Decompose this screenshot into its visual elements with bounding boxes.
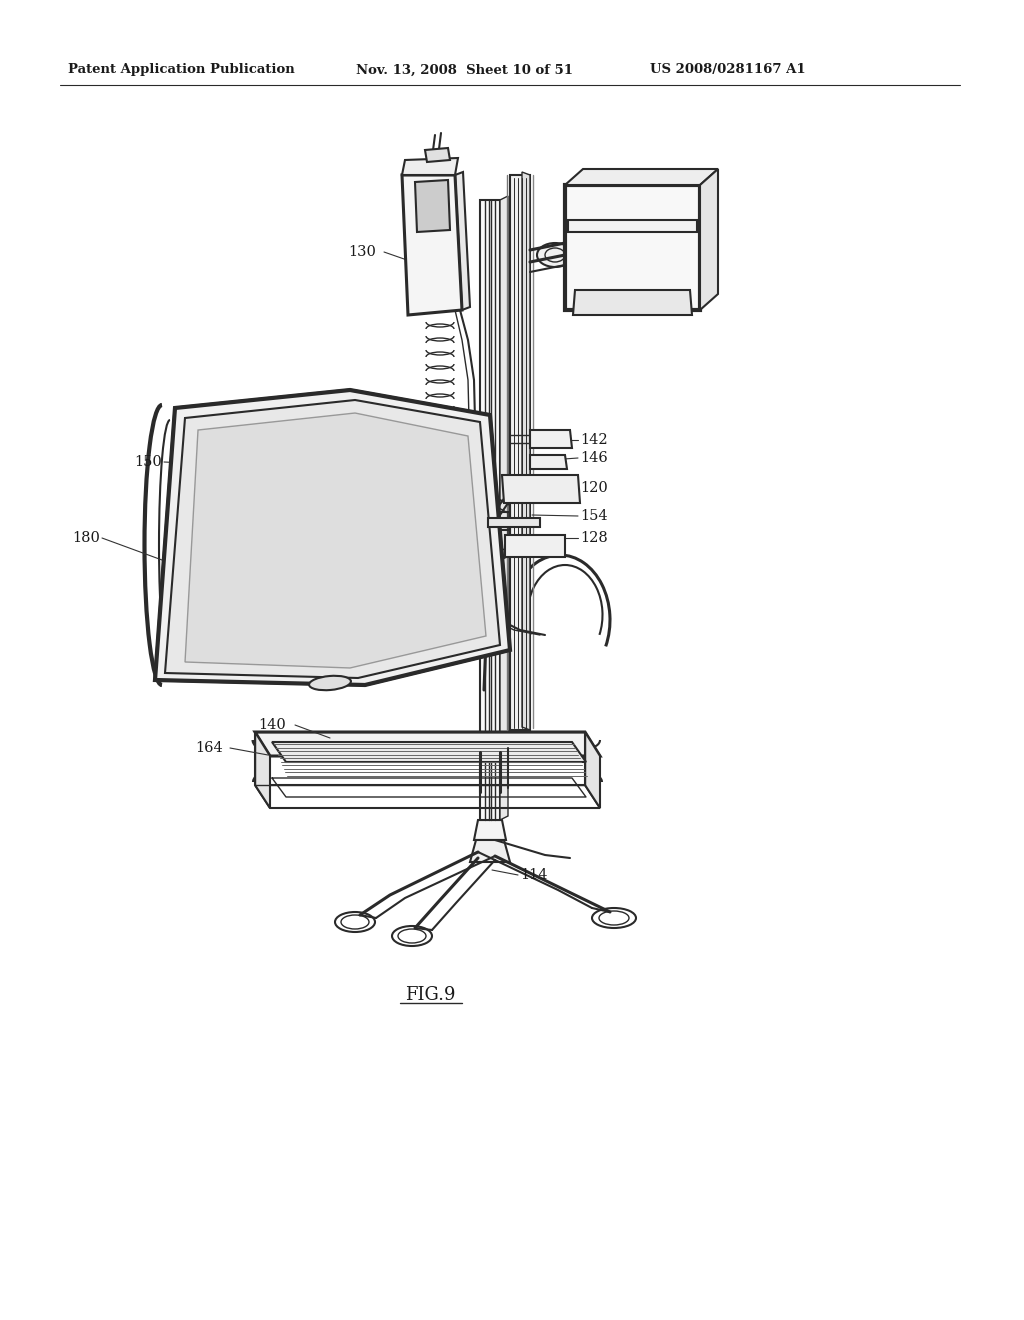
Polygon shape: [530, 455, 567, 469]
Polygon shape: [502, 475, 580, 503]
Polygon shape: [470, 840, 510, 862]
Polygon shape: [165, 400, 500, 678]
Ellipse shape: [537, 243, 573, 267]
Text: 142: 142: [580, 433, 607, 447]
Ellipse shape: [545, 436, 555, 444]
Text: Nov. 13, 2008  Sheet 10 of 51: Nov. 13, 2008 Sheet 10 of 51: [356, 63, 573, 77]
Polygon shape: [402, 176, 462, 315]
Ellipse shape: [309, 676, 351, 690]
Text: FIG.9: FIG.9: [404, 986, 456, 1005]
Ellipse shape: [684, 209, 692, 215]
Text: 120: 120: [580, 480, 608, 495]
Ellipse shape: [429, 242, 439, 249]
Ellipse shape: [699, 222, 711, 232]
Text: 140: 140: [258, 718, 286, 733]
Text: 128: 128: [580, 531, 608, 545]
Polygon shape: [505, 535, 565, 557]
Polygon shape: [510, 176, 530, 730]
Ellipse shape: [699, 244, 711, 253]
Text: 170: 170: [660, 201, 688, 215]
Polygon shape: [255, 733, 600, 756]
Polygon shape: [585, 733, 600, 808]
Polygon shape: [480, 201, 500, 820]
Ellipse shape: [413, 267, 423, 275]
Polygon shape: [272, 742, 586, 762]
Text: US 2008/0281167 A1: US 2008/0281167 A1: [650, 63, 806, 77]
Polygon shape: [700, 169, 718, 310]
Text: 114: 114: [520, 869, 548, 882]
Polygon shape: [565, 185, 700, 310]
Text: 180: 180: [72, 531, 100, 545]
Text: 164: 164: [195, 741, 223, 755]
Polygon shape: [530, 430, 572, 447]
Ellipse shape: [429, 253, 439, 261]
Polygon shape: [402, 158, 458, 176]
Polygon shape: [415, 180, 450, 232]
Text: 146: 146: [580, 451, 608, 465]
Polygon shape: [488, 517, 540, 527]
Text: 154: 154: [580, 510, 607, 523]
Polygon shape: [565, 169, 718, 185]
Ellipse shape: [699, 201, 711, 210]
Polygon shape: [573, 290, 692, 315]
Polygon shape: [568, 220, 697, 232]
Text: Patent Application Publication: Patent Application Publication: [68, 63, 295, 77]
Ellipse shape: [413, 242, 423, 249]
Polygon shape: [155, 389, 510, 685]
Ellipse shape: [429, 267, 439, 275]
Polygon shape: [255, 733, 270, 808]
Polygon shape: [425, 148, 450, 162]
Ellipse shape: [413, 253, 423, 261]
Text: 150: 150: [134, 455, 162, 469]
Polygon shape: [185, 413, 486, 668]
Polygon shape: [474, 820, 506, 840]
Text: 130: 130: [348, 246, 376, 259]
Polygon shape: [522, 172, 530, 730]
Polygon shape: [455, 172, 470, 310]
Polygon shape: [500, 195, 508, 820]
Ellipse shape: [684, 197, 692, 203]
